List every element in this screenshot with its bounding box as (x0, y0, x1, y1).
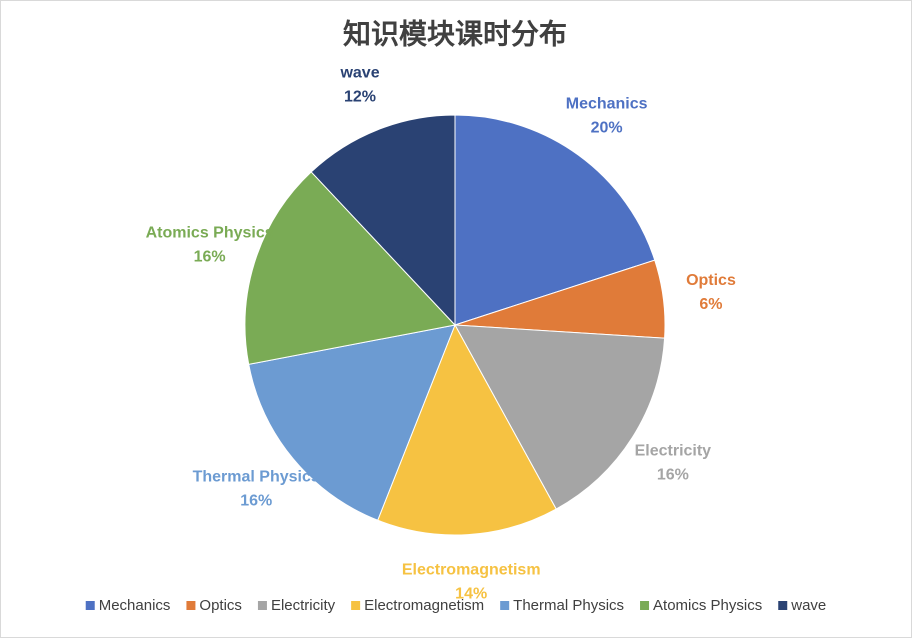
legend-swatch (186, 601, 196, 610)
data-label-name: Mechanics (566, 95, 648, 112)
data-label-value: 16% (240, 493, 272, 510)
data-label-value: 6% (699, 296, 722, 313)
pie-slice (454, 324, 666, 510)
data-label-value: 14% (455, 586, 487, 603)
legend-label: wave (790, 597, 826, 614)
data-label-value: 12% (344, 88, 376, 105)
legend-swatch (778, 601, 788, 610)
data-label-name: Thermal Physics (193, 469, 320, 486)
pie-slice (248, 324, 456, 521)
data-label-name: Optics (686, 272, 736, 289)
data-label-value: 20% (591, 119, 623, 136)
legend-label: Atomics Physics (653, 597, 762, 614)
pie: Mechanics 20% Optics 6% Electricity 16% Electr… (146, 64, 736, 602)
legend-swatch (640, 601, 650, 610)
data-label-value: 16% (657, 466, 689, 483)
pie-slice (454, 114, 656, 326)
data-label-name: wave (339, 64, 379, 81)
legend-label: Thermal Physics (513, 597, 624, 614)
legend-label: Mechanics (99, 597, 171, 614)
data-label-value: 16% (194, 248, 226, 265)
data-label-name: Electromagnetism (402, 562, 541, 579)
pie-slice (244, 171, 456, 365)
legend-swatch (257, 601, 267, 610)
legend-swatch (85, 601, 95, 610)
data-label-name: Electricity (635, 442, 712, 459)
legend-swatch (351, 601, 361, 610)
legend-label: Electromagnetism (364, 597, 484, 614)
legend: Mechanics Optics Electricity Electromagneti… (85, 597, 826, 614)
legend-label: Optics (199, 597, 242, 614)
pie-slice (310, 114, 456, 327)
legend-swatch (500, 601, 510, 610)
chart-title: 知识模块课时分布 (343, 17, 567, 49)
legend-label: Electricity (271, 597, 336, 614)
data-label-name: Atomics Physics (146, 224, 274, 241)
pie-slice (377, 323, 557, 536)
